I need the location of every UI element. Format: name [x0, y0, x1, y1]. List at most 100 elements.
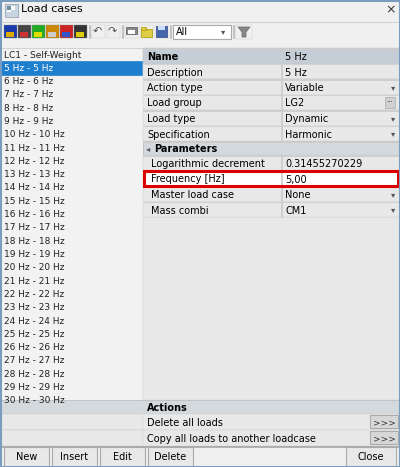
Bar [370, 431, 398, 444]
Bar [100, 446, 145, 467]
Bar [1, 61, 142, 75]
Text: Load cases: Load cases [21, 4, 83, 14]
Bar [7, 6, 11, 10]
Bar [143, 110, 400, 111]
Bar [6, 32, 14, 37]
Bar [0, 446, 400, 447]
Bar [143, 94, 400, 95]
Text: >>>: >>> [372, 418, 396, 427]
Bar [32, 25, 45, 38]
Bar [281, 186, 282, 201]
Text: ...: ... [386, 98, 393, 104]
Bar [281, 155, 282, 170]
Bar [141, 27, 146, 30]
Text: LG2: LG2 [285, 99, 304, 108]
Bar [143, 126, 400, 141]
Text: 6 Hz - 6 Hz: 6 Hz - 6 Hz [4, 77, 53, 86]
Polygon shape [238, 27, 250, 37]
Bar [5, 4, 18, 17]
Text: CM1: CM1 [285, 205, 306, 215]
Bar [281, 201, 282, 217]
Bar [18, 25, 31, 38]
Text: 21 Hz - 21 Hz: 21 Hz - 21 Hz [4, 276, 64, 286]
Bar [48, 32, 56, 37]
Bar [143, 79, 400, 94]
Bar [158, 26, 165, 30]
Bar [4, 446, 49, 467]
Bar [46, 25, 59, 38]
Text: Name: Name [147, 52, 178, 62]
Text: Delete: Delete [154, 452, 187, 461]
Bar [52, 446, 97, 467]
Bar [148, 446, 193, 467]
Bar [143, 48, 400, 64]
Text: 20 Hz - 20 Hz: 20 Hz - 20 Hz [4, 263, 64, 272]
Bar [155, 25, 168, 38]
Bar [141, 29, 152, 37]
Bar [107, 25, 120, 38]
Text: 27 Hz - 27 Hz: 27 Hz - 27 Hz [4, 356, 64, 365]
Bar [128, 30, 135, 34]
Text: 5 Hz: 5 Hz [285, 52, 307, 62]
Bar [34, 32, 42, 37]
Text: Specification: Specification [147, 129, 210, 140]
Text: Load type: Load type [147, 114, 195, 124]
Bar [143, 217, 400, 400]
Text: Frequency [Hz]: Frequency [Hz] [151, 175, 225, 184]
Bar [92, 25, 105, 38]
Text: 15 Hz - 15 Hz: 15 Hz - 15 Hz [4, 197, 65, 206]
Bar [143, 186, 400, 201]
Text: Delete all loads: Delete all loads [147, 418, 223, 428]
Bar [143, 48, 400, 400]
Text: Description: Description [147, 68, 203, 78]
Text: 5 Hz - 5 Hz: 5 Hz - 5 Hz [4, 64, 53, 73]
Bar [143, 94, 400, 110]
Text: Action type: Action type [147, 83, 203, 93]
Bar [143, 141, 400, 142]
Bar [0, 430, 400, 446]
Bar [143, 155, 400, 156]
Text: 25 Hz - 25 Hz: 25 Hz - 25 Hz [4, 330, 64, 339]
Text: Harmonic: Harmonic [285, 129, 332, 140]
Text: Mass combi: Mass combi [151, 205, 209, 215]
Text: ↷: ↷ [108, 26, 117, 36]
Text: 17 Hz - 17 Hz: 17 Hz - 17 Hz [4, 223, 65, 233]
Bar [140, 25, 153, 38]
Text: 30 Hz - 30 Hz: 30 Hz - 30 Hz [4, 396, 65, 405]
Text: 16 Hz - 16 Hz: 16 Hz - 16 Hz [4, 210, 65, 219]
Bar [0, 48, 143, 400]
Bar [0, 400, 400, 414]
Text: Parameters: Parameters [154, 144, 217, 154]
Text: 11 Hz - 11 Hz: 11 Hz - 11 Hz [4, 143, 65, 153]
Bar [281, 110, 282, 126]
Text: Variable: Variable [285, 83, 325, 93]
Text: Copy all loads to another loadcase: Copy all loads to another loadcase [147, 434, 316, 444]
Bar [11, 6, 15, 10]
Text: 18 Hz - 18 Hz: 18 Hz - 18 Hz [4, 237, 65, 246]
Text: ▾: ▾ [391, 83, 395, 92]
Bar [60, 25, 73, 38]
Text: 9 Hz - 9 Hz: 9 Hz - 9 Hz [4, 117, 53, 126]
Text: ▾: ▾ [391, 205, 395, 214]
Bar [281, 126, 282, 141]
Bar [370, 415, 398, 428]
Text: Insert: Insert [60, 452, 88, 461]
Bar [143, 64, 400, 79]
Bar [144, 171, 398, 185]
Bar [281, 64, 282, 79]
Bar [170, 25, 171, 38]
Text: Close: Close [358, 452, 384, 461]
Bar [143, 48, 400, 49]
Text: 12 Hz - 12 Hz: 12 Hz - 12 Hz [4, 157, 64, 166]
Bar [0, 414, 400, 430]
Bar [125, 25, 138, 38]
Text: ▾: ▾ [391, 190, 395, 199]
Bar [122, 25, 123, 38]
Text: 5 Hz: 5 Hz [285, 68, 307, 78]
Bar [233, 25, 234, 38]
Text: Actions: Actions [147, 403, 188, 413]
Text: None: None [285, 190, 310, 200]
Bar [76, 32, 84, 37]
Bar [0, 22, 400, 48]
Bar [143, 201, 400, 217]
